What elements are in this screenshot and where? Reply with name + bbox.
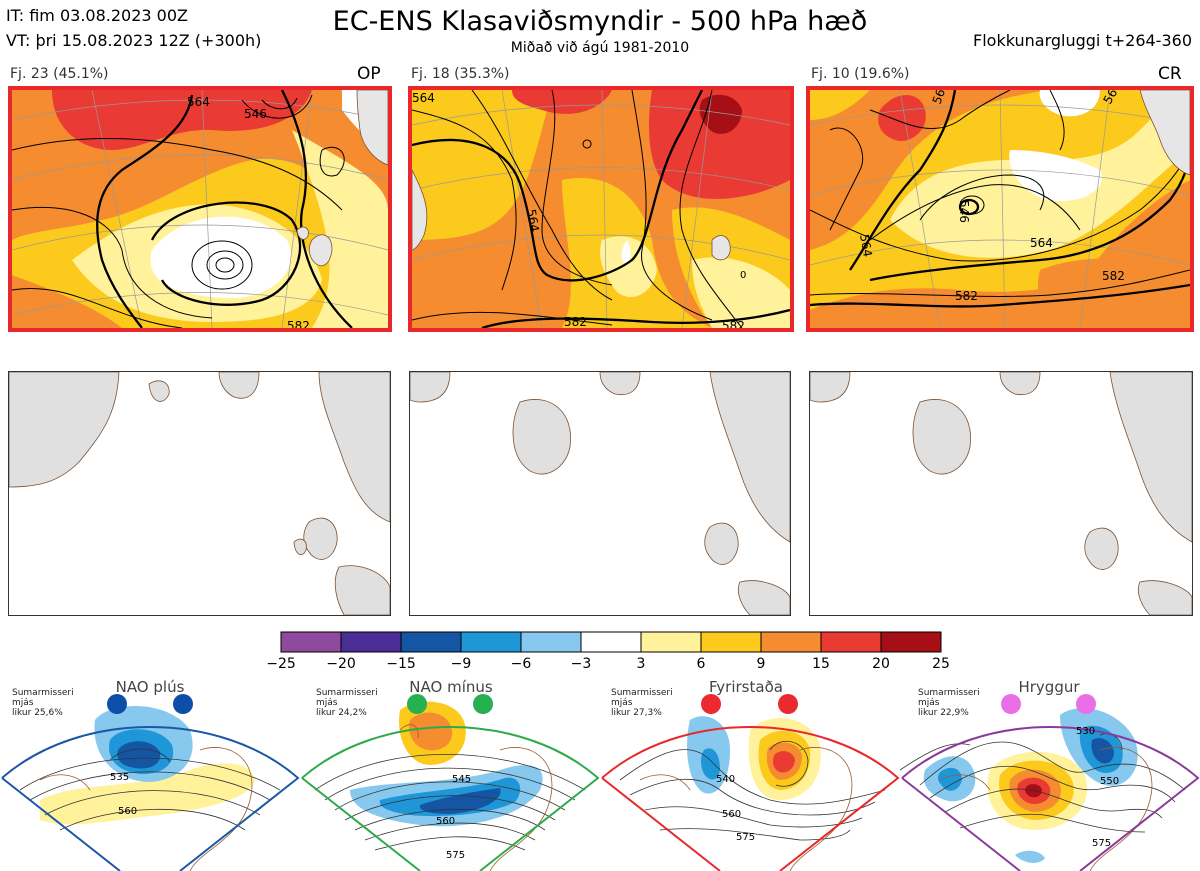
regime-1-contour-560: 560 [118,806,137,817]
colorbar-tick: 9 [756,656,766,672]
regime-3-note: Sumarmisseri mjás likur 27,3% [611,688,673,718]
colorbar-tick: −6 [510,656,532,672]
cluster-3-contour-label-582b: 582 [955,289,978,303]
cluster-3-contour-label-546: 546 [957,200,971,223]
regime-1-name: NAO plús [115,678,185,696]
cluster-1-label: Fj. 23 (45.1%) [10,66,109,82]
cluster-2-map: 564 564 582 582 0 [408,86,794,332]
colorbar-tick: −15 [386,656,416,672]
regime-4-contour-550: 550 [1100,776,1119,787]
cluster-3-map: 564 564 582 582 546 564 564 [806,86,1194,332]
cluster-1-map: 564 546 582 [8,86,392,332]
colorbar-tick: −25 [266,656,296,672]
regime-2-map: 545 560 575 [301,694,600,871]
cluster-1-contour-label-546: 546 [244,107,267,121]
regime-3-contour-560: 560 [722,809,741,820]
cluster-2-contour-label-582b: 582 [722,319,745,328]
regime-4-note: Sumarmisseri mjás likur 22,9% [918,688,980,718]
regime-1-map: 535 560 [1,694,300,871]
cluster-2-label: Fj. 18 (35.3%) [411,66,510,82]
regime-4-name: Hryggur [1018,678,1080,696]
colorbar-tick: −20 [326,656,356,672]
cluster-1-tag: OP [357,64,381,84]
cluster-2-contour-label-564b: 564 [524,208,542,233]
colorbar-segment [400,631,462,653]
regime-1-note: Sumarmisseri mjás likur 25,6% [12,688,74,718]
initial-time: IT: fim 03.08.2023 00Z [6,6,188,25]
colorbar-segment [520,631,582,653]
page-subtitle: Miðað við ágú 1981-2010 [510,40,690,56]
colorbar-segment [580,631,642,653]
colorbar-segment [820,631,882,653]
colorbar-segment [280,631,342,653]
colorbar-segment [760,631,822,653]
regime-3-contour-540: 540 [716,774,735,785]
colorbar-segment [460,631,522,653]
classification-window: Flokkunargluggi t+264-360 [973,31,1192,50]
cluster-2-contour-label-0: 0 [740,270,746,281]
empty-map-2 [409,371,791,616]
regime-1-contour-535: 535 [110,772,129,783]
empty-map-1 [8,371,391,616]
colorbar-segment [340,631,402,653]
page-title: EC-ENS Klasaviðsmyndir - 500 hPa hæð [332,6,868,37]
regime-3-contour-575: 575 [736,832,755,843]
regime-4-map: 530 550 575 [900,694,1200,871]
colorbar-tick: 6 [696,656,706,672]
cluster-1-contour-label-564: 564 [187,95,210,109]
colorbar [280,631,942,653]
cluster-3-label: Fj. 10 (19.6%) [811,66,910,82]
cluster-3-contour-label-564c: 564 [1030,236,1053,250]
colorbar-tick: 25 [932,656,950,672]
regime-3-map: 540 560 575 [601,694,900,871]
cluster-3-tag: CR [1158,64,1182,84]
empty-map-3 [809,371,1193,616]
regime-2-contour-575: 575 [446,850,465,861]
cluster-3-contour-label-582a: 582 [1102,269,1125,283]
regime-2-contour-545: 545 [452,774,471,785]
colorbar-tick: 15 [812,656,830,672]
colorbar-segment [700,631,762,653]
colorbar-tick: −3 [570,656,592,672]
colorbar-tick: −9 [450,656,472,672]
regime-4-contour-575: 575 [1092,838,1111,849]
colorbar-segment [640,631,702,653]
regime-2-name: NAO mínus [409,678,493,696]
valid-time: VT: þri 15.08.2023 12Z (+300h) [6,31,262,50]
colorbar-tick: 3 [636,656,646,672]
cluster-1-contour-label-582: 582 [287,319,310,328]
cluster-2-contour-label-582a: 582 [564,315,587,328]
regime-4-contour-530: 530 [1076,726,1095,737]
regime-3-name: Fyrirstaða [709,678,783,696]
regime-2-contour-560: 560 [436,816,455,827]
colorbar-segment [880,631,942,653]
regime-2-note: Sumarmisseri mjás likur 24,2% [316,688,378,718]
colorbar-tick: 20 [872,656,890,672]
cluster-3-contour-label-564d: 564 [857,233,875,258]
cluster-2-contour-label-564a: 564 [412,91,435,105]
